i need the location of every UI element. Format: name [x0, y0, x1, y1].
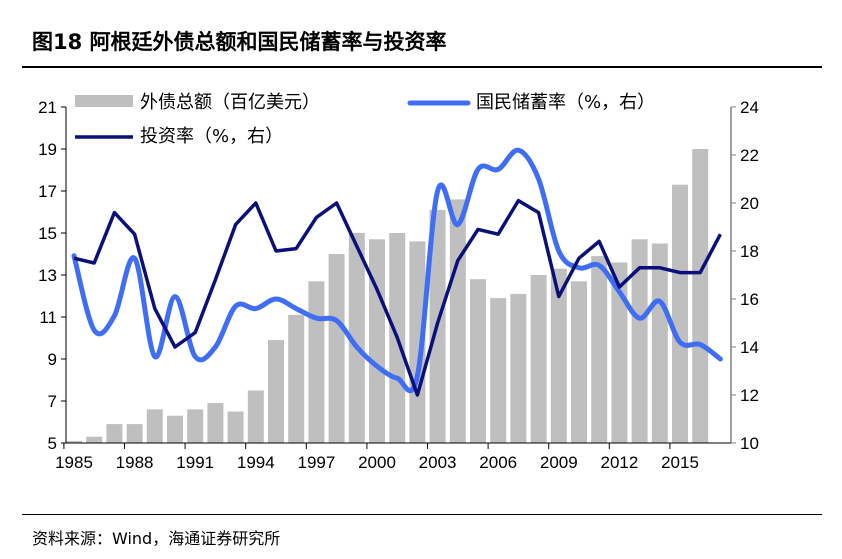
- legend-label-external-debt: 外债总额（百亿美元）: [140, 92, 320, 113]
- source-note: 资料来源：Wind，海通证券研究所: [32, 529, 281, 548]
- legend-swatch-external-debt: [75, 95, 133, 107]
- investment-rate-line: [73, 198, 722, 397]
- x-tick-label: 2015: [661, 453, 699, 472]
- legend-label-savings-rate: 国民储蓄率（%，右）: [476, 92, 655, 113]
- bar-1997: [308, 281, 325, 443]
- bar-1989: [146, 409, 163, 443]
- bar-1999: [348, 233, 365, 443]
- bar-2016: [692, 149, 709, 443]
- bar-1994: [247, 390, 264, 443]
- x-tick-label: 2009: [540, 453, 578, 472]
- bar-1998: [328, 254, 345, 443]
- bar-1986: [86, 436, 103, 443]
- bar-2013: [631, 239, 648, 443]
- x-tick-label: 1985: [55, 453, 93, 472]
- bar-2002: [409, 241, 426, 443]
- right-tick-label: 20: [740, 194, 759, 213]
- x-tick-label: 1991: [176, 453, 214, 472]
- bar-1990: [167, 415, 183, 443]
- right-tick-label: 24: [740, 98, 759, 117]
- bar-1985: [66, 440, 82, 443]
- x-tick-label: 2012: [600, 453, 638, 472]
- bar-1995: [268, 340, 284, 443]
- x-tick-label: 1988: [116, 453, 154, 472]
- x-tick-label: 2000: [358, 453, 396, 472]
- bar-2006: [490, 298, 507, 443]
- figure-title: 图18 阿根廷外债总额和国民储蓄率与投资率: [32, 30, 447, 54]
- bar-2014: [651, 243, 668, 443]
- bar-2012: [611, 262, 628, 443]
- bar-2005: [470, 279, 486, 443]
- bar-1988: [126, 424, 143, 443]
- bar-1987: [106, 424, 123, 443]
- bar-2009: [550, 268, 567, 443]
- right-tick-label: 10: [740, 434, 759, 453]
- bar-2010: [571, 281, 587, 443]
- left-tick-label: 19: [38, 140, 57, 159]
- bottom-rule: [22, 514, 822, 515]
- left-tick-label: 15: [38, 224, 57, 243]
- x-tick-label: 2006: [479, 453, 517, 472]
- bar-1992: [207, 403, 224, 443]
- right-tick-label: 16: [740, 290, 759, 309]
- legend-label-investment-rate: 投资率（%，右）: [140, 126, 283, 147]
- bar-2004: [449, 199, 466, 443]
- top-rule: [22, 66, 822, 68]
- bar-2015: [672, 184, 688, 443]
- right-tick-label: 18: [740, 242, 759, 261]
- x-tick-label: 2003: [419, 453, 457, 472]
- right-tick-label: 22: [740, 146, 759, 165]
- left-tick-label: 21: [38, 98, 57, 117]
- left-tick-label: 17: [38, 182, 57, 201]
- bar-1993: [227, 411, 244, 443]
- left-tick-label: 7: [48, 392, 57, 411]
- bar-1996: [288, 314, 305, 443]
- left-tick-label: 9: [48, 350, 57, 369]
- right-tick-label: 14: [740, 338, 759, 357]
- bar-1991: [187, 409, 204, 443]
- bar-2011: [591, 256, 608, 443]
- right-tick-label: 12: [740, 386, 759, 405]
- left-tick-label: 11: [39, 308, 57, 327]
- left-tick-label: 5: [48, 434, 57, 453]
- x-tick-label: 1994: [237, 453, 275, 472]
- savings-rate-line: [71, 147, 723, 394]
- left-tick-label: 13: [38, 266, 57, 285]
- bar-2007: [510, 293, 527, 443]
- x-tick-label: 1997: [297, 453, 335, 472]
- bar-2000: [369, 239, 385, 443]
- bar-2008: [530, 275, 547, 443]
